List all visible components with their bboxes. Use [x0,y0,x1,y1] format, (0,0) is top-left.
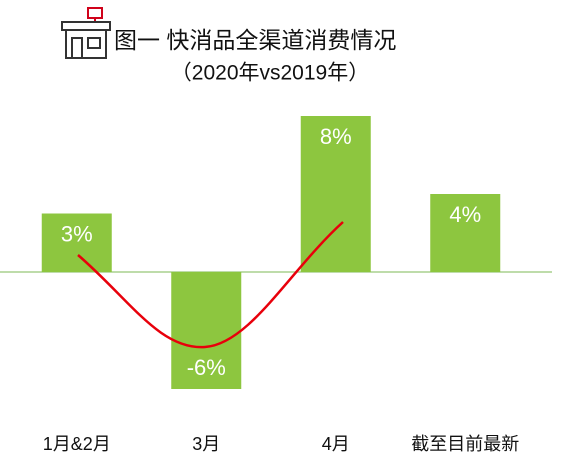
value-label: 3% [61,221,93,246]
chart-title: 图一 快消品全渠道消费情况 [114,27,396,53]
x-tick-label: 截至目前最新 [411,434,519,454]
value-label: -6% [187,355,226,380]
x-tick-label: 1月&2月 [43,434,111,454]
x-tick-label: 3月 [192,434,220,454]
bars: 3% 1月&2月 -6% 3月 8% 4月 4% 截至目前最新 [41,116,519,454]
chart-subtitle: （2020年vs2019年） [171,62,369,85]
bar [171,272,242,389]
bar [430,194,501,272]
value-label: 8% [320,124,352,149]
value-label: 4% [449,202,481,227]
bar [41,213,112,272]
x-tick-label: 4月 [322,434,350,454]
trend-curve [77,221,344,349]
bar [300,116,371,272]
store-icon [61,7,111,59]
